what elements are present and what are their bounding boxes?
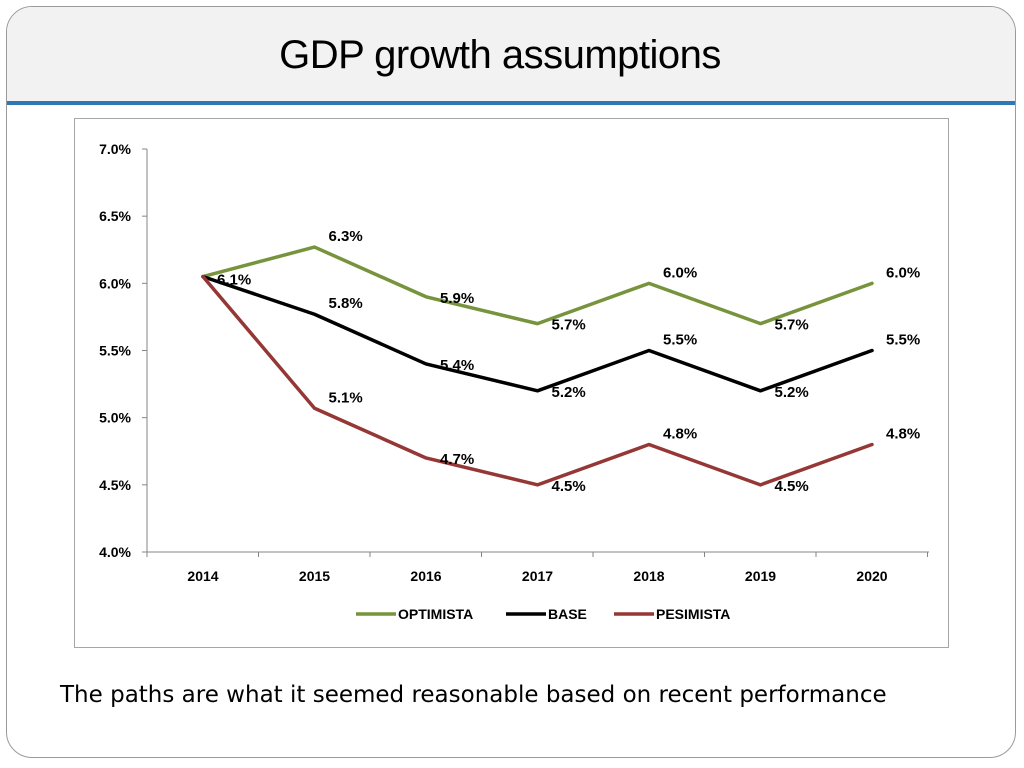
y-tick-label: 6.5% [99,208,131,224]
data-label-optimista: 5.7% [552,317,586,334]
data-label-optimista: 6.0% [886,264,920,281]
data-label-pesimista: 4.8% [886,426,920,443]
slide-title: GDP growth assumptions [279,33,721,77]
x-tick-label: 2016 [410,568,441,584]
data-label-pesimista: 5.1% [329,389,363,406]
chart-area: 4.0% 4.5% 5.0% 5.5% 6.0% 6.5% 7.0% 2014 2015 2016… [74,118,949,648]
legend-label-optimista: OPTIMISTA [398,606,473,622]
data-label-base: 6.1% [217,272,251,289]
data-label-base: 5.2% [552,384,586,401]
data-label-optimista: 6.3% [329,228,363,245]
data-label-optimista: 5.7% [775,317,809,334]
data-label-base: 5.2% [775,384,809,401]
legend-label-base: BASE [548,606,587,622]
x-tick-label: 2017 [522,568,553,584]
data-label-base: 5.5% [886,332,920,349]
title-divider [7,101,1015,105]
x-tick-label: 2015 [299,568,330,584]
title-band [7,7,1015,101]
y-tick-label: 5.0% [99,410,131,426]
series-line-base [201,274,874,393]
series-line-pesimista [201,274,874,487]
data-label-pesimista: 4.7% [440,451,474,468]
legend-label-pesimista: PESIMISTA [656,606,730,622]
slide-caption: The paths are what it seemed reasonable … [60,682,887,708]
y-tick-label: 4.0% [99,544,131,560]
data-label-base: 5.5% [663,332,697,349]
data-label-optimista: 6.0% [663,264,697,281]
data-label-optimista: 5.9% [440,290,474,307]
series-line-optimista [201,245,874,326]
y-tick-label: 6.0% [99,275,131,291]
data-label-pesimista: 4.8% [663,426,697,443]
data-label-base: 5.4% [440,357,474,374]
y-tick-label: 5.5% [99,343,131,359]
data-label-pesimista: 4.5% [775,478,809,495]
data-label-pesimista: 4.5% [552,478,586,495]
y-tick-label: 7.0% [99,141,131,157]
x-tick-label: 2018 [633,568,664,584]
x-tick-label: 2019 [745,568,776,584]
data-label-base: 5.8% [329,295,363,312]
gdp-line-chart: 4.0% 4.5% 5.0% 5.5% 6.0% 6.5% 7.0% 2014 2015 2016… [99,141,929,622]
x-tick-label: 2020 [856,568,887,584]
y-tick-label: 4.5% [99,477,131,493]
x-tick-label: 2014 [187,568,218,584]
